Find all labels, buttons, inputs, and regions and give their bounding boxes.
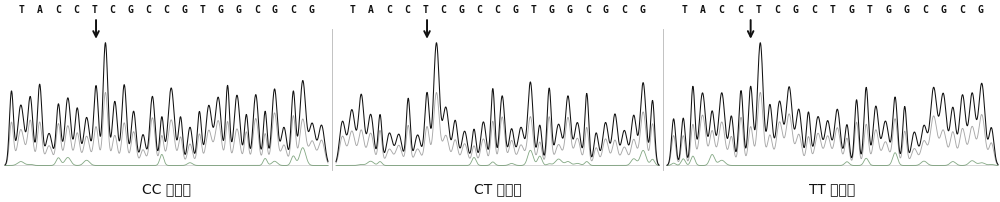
Text: C: C <box>621 5 627 15</box>
Text: G: G <box>513 5 518 15</box>
Text: C: C <box>774 5 780 15</box>
Text: C: C <box>718 5 724 15</box>
Text: C: C <box>959 5 965 15</box>
Text: C: C <box>386 5 392 15</box>
Text: C: C <box>495 5 500 15</box>
Text: C: C <box>290 5 296 15</box>
Text: A: A <box>700 5 706 15</box>
Text: C: C <box>164 5 169 15</box>
Text: G: G <box>885 5 891 15</box>
Text: G: G <box>549 5 555 15</box>
Text: G: G <box>793 5 798 15</box>
Text: G: G <box>308 5 314 15</box>
Text: T: T <box>830 5 835 15</box>
Text: G: G <box>218 5 224 15</box>
Text: T: T <box>350 5 356 15</box>
Text: T: T <box>91 5 97 15</box>
Text: T: T <box>681 5 687 15</box>
Text: C: C <box>811 5 817 15</box>
Text: C: C <box>55 5 61 15</box>
Text: G: G <box>848 5 854 15</box>
Text: T: T <box>200 5 206 15</box>
Text: C: C <box>73 5 79 15</box>
Text: T: T <box>531 5 537 15</box>
Text: C: C <box>404 5 410 15</box>
Text: C: C <box>922 5 928 15</box>
Text: G: G <box>567 5 573 15</box>
Text: G: G <box>941 5 947 15</box>
Text: T: T <box>422 5 428 15</box>
Text: G: G <box>603 5 609 15</box>
Text: A: A <box>37 5 43 15</box>
Text: C: C <box>254 5 260 15</box>
Text: G: G <box>639 5 645 15</box>
Text: G: G <box>127 5 133 15</box>
Text: C: C <box>477 5 482 15</box>
Text: A: A <box>368 5 374 15</box>
Text: G: G <box>458 5 464 15</box>
Text: T: T <box>867 5 872 15</box>
Text: TT 基因型: TT 基因型 <box>809 181 856 195</box>
Text: G: G <box>904 5 910 15</box>
Text: CC 基因型: CC 基因型 <box>142 181 191 195</box>
Text: CT 基因型: CT 基因型 <box>474 181 521 195</box>
Text: G: G <box>236 5 242 15</box>
Text: T: T <box>19 5 25 15</box>
Text: C: C <box>440 5 446 15</box>
Text: G: G <box>272 5 278 15</box>
Text: C: C <box>585 5 591 15</box>
Text: G: G <box>978 5 984 15</box>
Text: T: T <box>755 5 761 15</box>
Text: G: G <box>182 5 187 15</box>
Text: C: C <box>146 5 151 15</box>
Text: C: C <box>737 5 743 15</box>
Text: C: C <box>109 5 115 15</box>
